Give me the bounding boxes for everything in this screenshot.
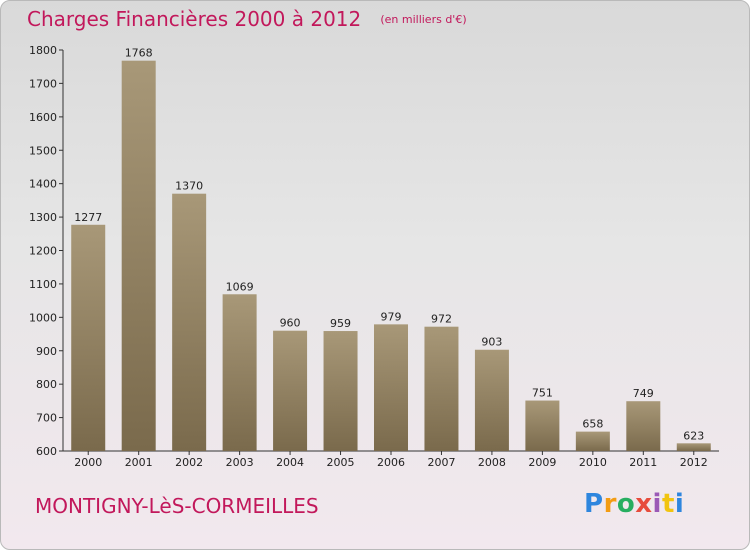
bar [525, 400, 560, 451]
bar-value-label: 979 [381, 310, 402, 323]
logo-letter: i [652, 489, 662, 519]
bar [222, 294, 257, 451]
bar [424, 326, 459, 451]
bar [575, 431, 610, 451]
y-tick-label: 800 [36, 378, 57, 391]
y-tick-label: 1000 [29, 311, 57, 324]
x-tick-label: 2006 [377, 456, 405, 469]
chart-title-block: Charges Financières 2000 à 2012 (en mill… [27, 7, 467, 31]
bar-value-label: 1768 [125, 47, 153, 60]
x-tick-label: 2011 [629, 456, 657, 469]
x-tick-label: 2005 [327, 456, 355, 469]
bar [323, 331, 358, 451]
logo-letter: r [603, 489, 617, 519]
bar-value-label: 903 [481, 336, 502, 349]
bar-value-label: 1277 [74, 211, 102, 224]
y-tick-label: 600 [36, 445, 57, 458]
y-tick-label: 1700 [29, 77, 57, 90]
bar [626, 401, 661, 451]
x-tick-label: 2007 [427, 456, 455, 469]
x-tick-label: 2001 [125, 456, 153, 469]
x-tick-label: 2003 [226, 456, 254, 469]
bar-value-label: 959 [330, 317, 351, 330]
x-tick-label: 2000 [74, 456, 102, 469]
y-tick-label: 1300 [29, 211, 57, 224]
bar-value-label: 749 [633, 387, 654, 400]
y-tick-label: 1200 [29, 245, 57, 258]
city-name: MONTIGNY-LèS-CORMEILLES [35, 494, 319, 518]
x-tick-label: 2010 [579, 456, 607, 469]
bar [71, 224, 106, 451]
y-tick-label: 900 [36, 345, 57, 358]
y-tick-label: 700 [36, 412, 57, 425]
bar [273, 330, 308, 451]
y-tick-label: 1800 [29, 44, 57, 57]
chart-title: Charges Financières 2000 à 2012 [27, 7, 362, 31]
x-tick-label: 2002 [175, 456, 203, 469]
bar [172, 193, 207, 452]
logo-letter: i [674, 489, 685, 519]
bar-value-label: 623 [683, 429, 704, 442]
bar-value-label: 658 [582, 418, 603, 431]
y-tick-label: 1500 [29, 144, 57, 157]
logo-letter: o [616, 489, 636, 519]
bar-value-label: 960 [280, 317, 301, 330]
x-tick-label: 2008 [478, 456, 506, 469]
bar-value-label: 751 [532, 387, 553, 400]
y-tick-label: 1600 [29, 111, 57, 124]
logo-letter: P [584, 489, 604, 519]
bar [374, 324, 408, 451]
x-tick-label: 2012 [680, 456, 708, 469]
y-tick-label: 1400 [29, 178, 57, 191]
bar-value-label: 1370 [175, 180, 203, 193]
x-tick-label: 2004 [276, 456, 304, 469]
bar [676, 443, 711, 451]
chart-unit: (en milliers d'€) [380, 13, 467, 26]
proxiti-logo[interactable]: Proxiti [584, 489, 684, 519]
x-tick-label: 2009 [528, 456, 556, 469]
logo-letter: t [661, 489, 675, 519]
bar [474, 349, 509, 451]
bar-value-label: 1069 [226, 280, 254, 293]
bar-value-label: 972 [431, 313, 452, 326]
bar [121, 60, 156, 452]
y-tick-label: 1100 [29, 278, 57, 291]
logo-letter: x [635, 489, 653, 519]
